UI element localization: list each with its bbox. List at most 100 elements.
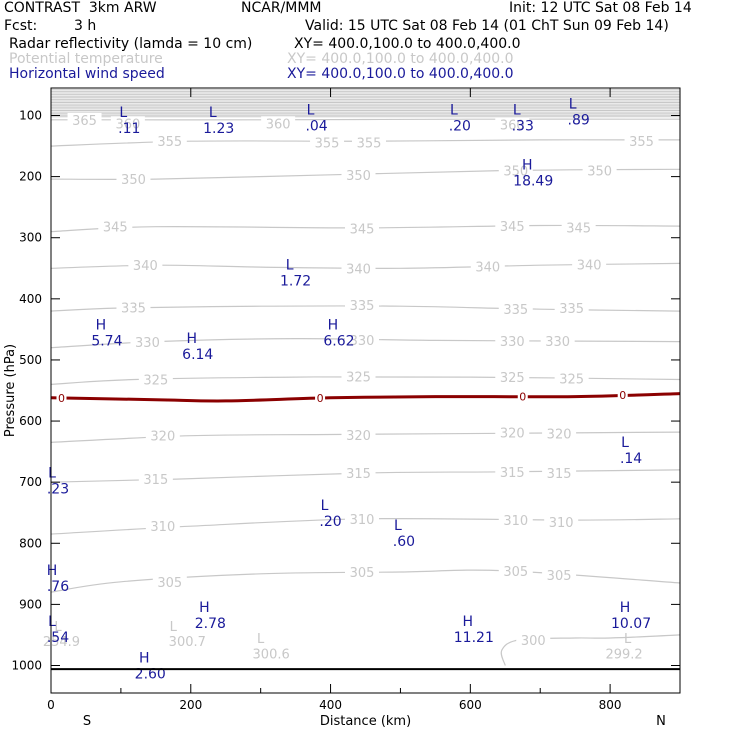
y-tick-label: 600 [19,414,42,428]
theta-contour-label: 345 [103,221,128,236]
theta-contour-label: 345 [350,223,375,238]
theta-label-mask [341,466,376,480]
theta-label-mask [128,258,163,273]
wind-extremum-value: 11.21 [454,630,494,646]
theta-contour-label: 325 [346,370,371,385]
theta-label-mask [110,116,145,131]
theta-label-mask [624,134,659,149]
freezing-level-label: 0 [58,392,65,405]
wind-extremum-type: L [394,518,402,534]
theta-contour-label: 330 [350,334,375,349]
theta-label-mask [130,335,165,350]
wind-extremum-type: L [209,105,217,121]
freezing-level-line [50,392,681,403]
theta-label-mask [498,163,533,178]
theta-label-mask [495,117,530,132]
theta-label-mask [495,370,530,385]
theta-contour-label: 340 [577,259,602,274]
field-xy-wind: XY= 400.0,100.0 to 400.0,400.0 [287,66,514,82]
upper-theta-bands [51,89,680,118]
wind-extremum-type: H [328,318,339,334]
x-tick-label: 600 [459,698,482,712]
wind-extremum-value: 10.07 [611,616,651,632]
theta-extremum-label: L [170,620,178,635]
wind-extremum-type: H [522,157,533,173]
theta-label-mask [542,568,577,583]
theta-label-mask [310,135,345,150]
wind-extremum-value: .23 [47,481,69,497]
field-xy-reflectivity: XY= 400.0,100.0 to 400.0,400.0 [294,36,521,52]
organization-label: NCAR/MMM [241,0,322,16]
theta-contour-label: 320 [346,429,371,444]
theta-label-mask [540,334,575,348]
theta-extremum-label: 300.7 [169,635,206,650]
wind-extremum-type: L [286,258,294,274]
theta-label-mask [498,302,533,317]
theta-label-mask [116,300,151,315]
theta-contour-label: 330 [135,336,160,351]
wind-extremum-value: 1.72 [280,274,311,290]
theta-contour-label: 325 [143,374,168,389]
theta-contour-labels: 365 360 360 360 355 355 355 355 350 350 350 350 345 3… [67,112,659,649]
theta-contour-label: 345 [566,221,591,236]
theta-contour-label: 320 [547,427,572,442]
theta-label-mask [554,371,589,386]
theta-label-mask [495,219,530,234]
theta-contour-label: 325 [559,372,584,387]
theta-label-mask [341,428,376,443]
theta-label-mask [498,563,533,578]
wind-extremum-type: L [450,102,458,118]
theta-contour-label: 310 [150,520,175,535]
x-tick-label: 800 [599,698,622,712]
y-tick-label: 1000 [11,659,42,673]
wind-extremum-value: .54 [47,630,69,646]
wind-extremum-type: L [621,435,629,451]
axes: 100 200 300 400 500 600 700 800 900 1000 0 200 400 60… [3,87,681,729]
x-tick-label: 0 [47,698,55,712]
theta-contour-label: 310 [549,516,574,531]
theta-contour-label: 335 [559,302,584,317]
theta-label-mask [554,301,589,315]
theta-label-mask [341,167,376,182]
field-name-wind: Horizontal wind speed [9,66,165,82]
y-tick-label: 700 [19,475,42,489]
theta-contour-label: 360 [266,117,291,132]
theta-contour-label: 325 [500,371,525,386]
x-axis-label: Distance (km) [320,714,411,729]
freezing-level-label: 0 [519,391,526,404]
theta-contour-label: 320 [500,427,525,442]
theta-contour-label: 340 [475,260,500,275]
theta-label-mask [345,511,380,526]
freezing-level-label: 0 [619,389,626,402]
field-name-theta: Potential temperature [9,51,163,67]
wind-extremum-value: .89 [568,112,590,128]
wind-extremum-type: H [139,651,150,667]
theta-label-mask [516,632,551,647]
south-label: S [83,714,91,729]
theta-label-mask [138,472,173,487]
theta-contour-label: 335 [121,301,146,316]
forecast-label: Fcst: [4,18,38,34]
wind-extremum-type: L [307,102,315,118]
freezing-label-mask [56,392,67,405]
wind-extremum-type: H [47,563,58,579]
y-tick-label: 200 [19,170,42,184]
theta-contour-label: 335 [503,303,528,318]
theta-label-mask [138,372,173,387]
theta-label-mask [495,425,530,440]
theta-contour-label: 335 [350,299,375,314]
theta-contour-label: 360 [500,119,525,134]
y-tick-label: 900 [19,597,42,611]
wind-extremum-value: 2.78 [195,616,226,632]
wind-extremum-value: .14 [620,451,642,467]
freezing-label-mask [517,390,528,403]
theta-label-mask [345,221,380,236]
freezing-label-mask [315,392,326,405]
theta-extremum-label: 300.6 [253,647,290,662]
wind-extremum-value: .04 [305,118,327,134]
theta-label-mask [116,172,151,187]
wind-extremum-value: .11 [118,121,140,137]
wind-extremum-value: .76 [47,579,69,595]
theta-extremum-label: 254.9 [43,635,80,650]
